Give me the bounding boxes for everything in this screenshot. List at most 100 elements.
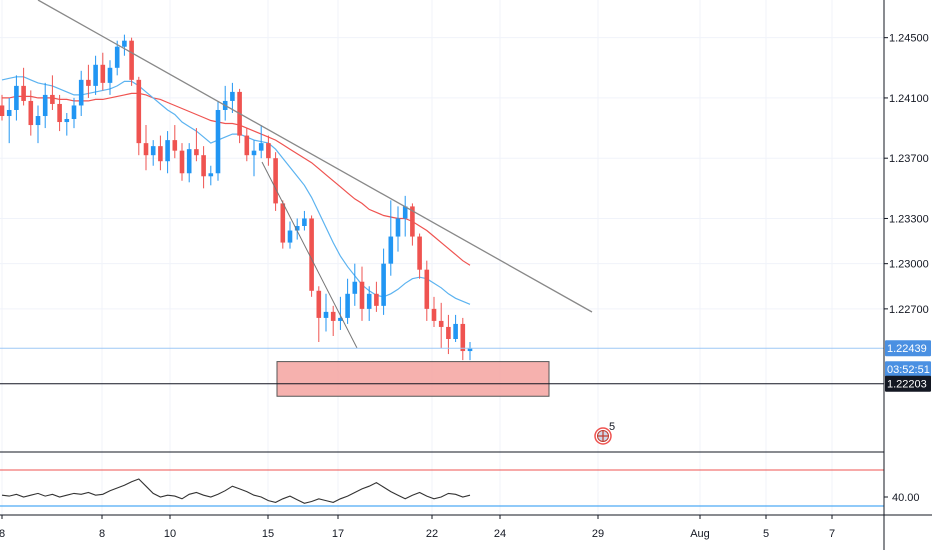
countdown-label: 03:52:51 xyxy=(887,364,930,376)
time-tick-label: 5 xyxy=(763,528,769,540)
candle-body[interactable] xyxy=(42,94,48,117)
price-tick-label: 1.23300 xyxy=(889,213,929,225)
candle-body[interactable] xyxy=(388,236,394,264)
candle-body[interactable] xyxy=(345,293,350,318)
candle-body[interactable] xyxy=(100,64,106,83)
candle-body[interactable] xyxy=(186,149,192,174)
current-price-label: 1.22439 xyxy=(887,343,927,355)
time-tick-label: 8 xyxy=(99,528,105,540)
candle-body[interactable] xyxy=(86,79,91,86)
candle-body[interactable] xyxy=(35,116,41,126)
ma-slow-line xyxy=(2,92,471,266)
candle-body[interactable] xyxy=(28,100,34,126)
support-price-label-bg xyxy=(885,375,931,392)
drawings-layer[interactable]: 5 xyxy=(0,0,884,453)
time-tick-label: Aug xyxy=(690,528,710,540)
candle-body[interactable] xyxy=(417,236,422,270)
candle-body[interactable] xyxy=(71,105,77,120)
time-tick-label: 22 xyxy=(426,528,438,540)
zone-layer xyxy=(276,361,550,397)
candle-body[interactable] xyxy=(179,150,185,174)
rsi-pane xyxy=(0,469,884,507)
price-tick-label: 1.24500 xyxy=(889,33,929,45)
candle-body[interactable] xyxy=(150,146,156,156)
candle-body[interactable] xyxy=(194,149,199,156)
candle-body[interactable] xyxy=(453,323,458,339)
candle-body[interactable] xyxy=(158,146,163,162)
candle-body[interactable] xyxy=(374,293,379,306)
candle-body[interactable] xyxy=(165,140,170,162)
candle-body[interactable] xyxy=(6,109,12,117)
candle-body[interactable] xyxy=(258,143,264,151)
candle-body[interactable] xyxy=(136,79,142,144)
candle-body[interactable] xyxy=(215,109,221,174)
candle-body[interactable] xyxy=(129,40,134,80)
candle-body[interactable] xyxy=(244,135,250,156)
candle-body[interactable] xyxy=(14,85,19,110)
time-tick-label: 15 xyxy=(262,528,274,540)
candle-body[interactable] xyxy=(0,105,5,117)
time-tick-label: 8 xyxy=(0,528,5,540)
time-tick-label: 10 xyxy=(164,528,176,540)
candle-body[interactable] xyxy=(431,308,437,321)
event-count-label: 5 xyxy=(609,421,615,433)
candle-body[interactable] xyxy=(316,290,322,318)
time-tick-label: 24 xyxy=(494,528,506,540)
candle-body[interactable] xyxy=(467,348,473,352)
price-tick-label: 1.23000 xyxy=(889,259,929,271)
price-tick-label: 1.23700 xyxy=(889,153,929,165)
candle-body[interactable] xyxy=(323,311,329,318)
candle-body[interactable] xyxy=(273,158,278,204)
candle-body[interactable] xyxy=(107,67,113,83)
candle-body[interactable] xyxy=(230,91,235,101)
candle-body[interactable] xyxy=(438,320,444,327)
price-tick-label: 1.24100 xyxy=(889,93,929,105)
candle-body[interactable] xyxy=(172,140,178,151)
candle-body[interactable] xyxy=(201,155,206,177)
candle-body[interactable] xyxy=(460,323,466,352)
candle-body[interactable] xyxy=(287,230,293,243)
candle-body[interactable] xyxy=(266,143,271,159)
candle-body[interactable] xyxy=(21,85,26,101)
candle-body[interactable] xyxy=(93,64,98,86)
candle-body[interactable] xyxy=(330,311,336,321)
candle-body[interactable] xyxy=(280,203,286,243)
candle-body[interactable] xyxy=(78,79,84,106)
demand-zone[interactable] xyxy=(276,361,550,397)
candle-body[interactable] xyxy=(352,281,358,294)
candle-body[interactable] xyxy=(57,103,62,123)
candle-body[interactable] xyxy=(50,94,55,104)
candle-body[interactable] xyxy=(338,317,343,321)
candle-body[interactable] xyxy=(294,226,300,231)
time-tick-label: 17 xyxy=(332,528,344,540)
candle-body[interactable] xyxy=(309,218,314,291)
descending-trendline[interactable] xyxy=(37,0,593,313)
support-price-label: 1.22203 xyxy=(887,379,927,391)
candle-body[interactable] xyxy=(114,46,120,68)
impulse-leg-line[interactable] xyxy=(261,161,358,349)
price-tick-label: 1.22700 xyxy=(889,304,929,316)
grid-lines xyxy=(0,0,884,515)
event-flag-icon[interactable] xyxy=(594,427,612,445)
candle-body[interactable] xyxy=(143,143,149,156)
candle-body[interactable] xyxy=(64,119,70,123)
candle-body[interactable] xyxy=(251,150,257,156)
time-tick-label: 29 xyxy=(592,528,604,540)
countdown-label-bg xyxy=(885,361,931,378)
candle-body[interactable] xyxy=(302,218,307,226)
candle-body[interactable] xyxy=(410,206,415,237)
candle-body[interactable] xyxy=(424,269,430,309)
rsi-tick-label: 40.00 xyxy=(892,492,920,504)
candle-body[interactable] xyxy=(208,173,214,177)
candle-body[interactable] xyxy=(122,40,127,47)
candle-body[interactable] xyxy=(381,263,386,306)
candle-body[interactable] xyxy=(366,293,372,309)
candle-body[interactable] xyxy=(446,326,451,339)
candle-body[interactable] xyxy=(359,281,365,309)
candles-layer[interactable] xyxy=(0,34,473,361)
candle-body[interactable] xyxy=(395,218,401,237)
candle-body[interactable] xyxy=(402,206,408,219)
